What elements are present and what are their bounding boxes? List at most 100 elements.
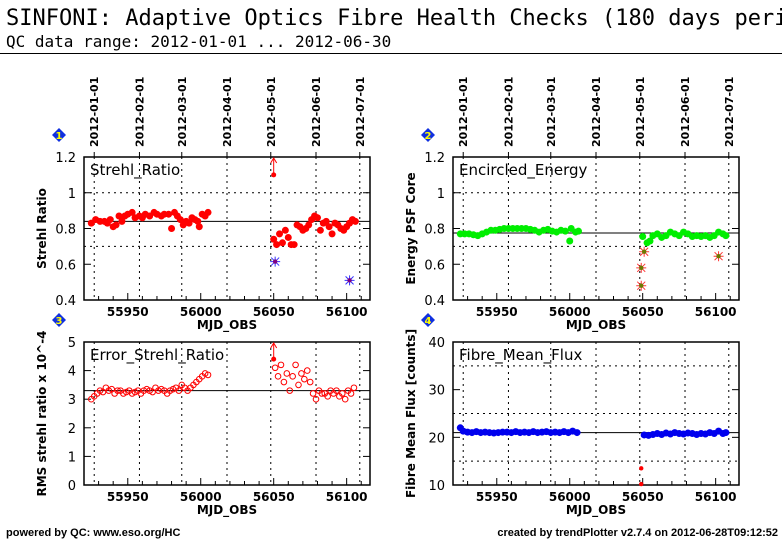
data-point	[280, 378, 288, 386]
data-point	[118, 217, 126, 225]
data-point	[325, 223, 333, 231]
panel-1: 2012-01-01 2012-02-01 2012-03-01 2012-04-01…	[35, 77, 371, 333]
panel-4: 55950 56000 56050 56100 MJD_OBS 10 20 30 40 Fibre…	[404, 313, 740, 518]
data-point	[286, 387, 294, 394]
date-tick-label: 2012-07-01	[723, 77, 736, 147]
panel-title: Error_Strehl_Ratio	[90, 346, 224, 365]
data-point	[295, 381, 302, 389]
x-axis-label: MJD_OBS	[566, 318, 626, 333]
data-point	[639, 233, 647, 241]
data-point	[322, 217, 330, 225]
data-point	[305, 221, 313, 229]
date-tick-label: 2012-06-01	[310, 77, 323, 147]
y-axis-label: RMS strehl ratio x 10^-4	[35, 330, 49, 496]
date-tick-label: 2012-02-01	[133, 77, 146, 147]
flagged-point	[641, 249, 647, 254]
x-tick-label: 56050	[622, 490, 664, 504]
date-tick-label: 2012-03-01	[176, 77, 189, 147]
x-tick-label: 56000	[549, 305, 591, 319]
flagged-point	[272, 259, 278, 264]
panel-number: 1	[56, 131, 63, 142]
panel-title: Fibre_Mean_Flux	[459, 346, 582, 365]
date-tick-label: 2012-04-01	[590, 77, 603, 147]
page-subtitle: QC data range: 2012-01-01 ... 2012-06-30	[6, 32, 392, 51]
y-axis-label: Fibre Mean Flux [counts]	[404, 329, 418, 498]
footer-powered-by: powered by QC: www.eso.org/HC	[6, 527, 181, 539]
x-axis-label: MJD_OBS	[197, 503, 257, 518]
data-point	[278, 239, 286, 247]
date-tick-label: 2012-06-01	[679, 77, 692, 147]
x-tick-label: 55950	[107, 305, 149, 319]
x-tick-label: 56100	[695, 305, 737, 319]
data-point	[333, 387, 340, 394]
x-tick-label: 56100	[695, 490, 737, 504]
y-tick-label: 0.8	[424, 223, 445, 238]
data-point	[574, 227, 582, 235]
date-tick-label: 2012-05-01	[634, 77, 647, 147]
data-point	[270, 235, 278, 243]
panel-number: 2	[425, 131, 432, 142]
data-point	[341, 395, 349, 403]
outlier-arrowhead	[270, 157, 278, 164]
footer-created-by: created by trendPlotter v2.7.4 on 2012-0…	[497, 527, 778, 539]
data-point	[318, 390, 326, 397]
data-point	[165, 210, 173, 218]
data-point	[338, 390, 346, 397]
outlier-arrowhead	[270, 342, 278, 349]
y-axis-label: Strehl Ratio	[35, 188, 49, 269]
data-point	[324, 393, 331, 400]
data-point	[195, 223, 203, 231]
x-tick-label: 56000	[180, 305, 222, 319]
data-point	[114, 387, 121, 394]
data-point	[573, 429, 581, 437]
data-point	[276, 230, 284, 238]
flagged-point	[639, 265, 644, 271]
panel-number-badge	[421, 313, 435, 327]
y-tick-label: 1	[68, 450, 76, 465]
data-point	[289, 373, 296, 380]
data-point	[646, 237, 654, 245]
panel-title: Encircled_Energy	[459, 161, 588, 180]
data-point	[273, 241, 281, 249]
data-point	[561, 227, 569, 235]
data-point	[283, 370, 291, 377]
data-point	[277, 361, 285, 369]
data-point	[292, 361, 299, 369]
date-tick-label: 2012-01-01	[88, 77, 101, 147]
y-tick-label: 0.6	[424, 258, 445, 273]
data-point	[298, 370, 305, 377]
data-point	[176, 216, 184, 224]
x-tick-label: 55950	[476, 490, 518, 504]
y-axis-label: Energy PSF Core	[404, 172, 418, 284]
y-tick-label: 30	[428, 384, 445, 399]
x-tick-label: 56000	[180, 490, 222, 504]
date-tick-label: 2012-05-01	[265, 77, 278, 147]
y-tick-label: 0	[68, 479, 76, 494]
data-point	[175, 387, 183, 394]
plot-frame	[83, 341, 371, 486]
data-point	[115, 212, 123, 220]
y-tick-label: 20	[428, 431, 445, 446]
data-point	[347, 390, 355, 397]
y-tick-label: 1	[68, 187, 76, 202]
data-point	[309, 390, 317, 397]
flagged-point	[639, 283, 644, 288]
panel-number-badge	[421, 128, 435, 142]
date-tick-label: 2012-02-01	[502, 77, 515, 147]
panel-number-badge	[52, 128, 66, 142]
data-point	[351, 217, 359, 225]
data-point	[313, 214, 321, 222]
x-tick-label: 56000	[549, 490, 591, 504]
x-tick-label: 56050	[622, 305, 664, 319]
y-tick-label: 2	[68, 422, 76, 437]
x-tick-label: 55950	[107, 490, 149, 504]
header-divider	[0, 53, 782, 54]
x-tick-label: 55950	[476, 305, 518, 319]
data-point	[284, 233, 292, 241]
date-tick-label: 2012-01-01	[457, 77, 470, 147]
y-tick-label: 0.8	[55, 223, 76, 238]
y-tick-label: 1	[437, 187, 445, 202]
data-point	[350, 384, 358, 392]
